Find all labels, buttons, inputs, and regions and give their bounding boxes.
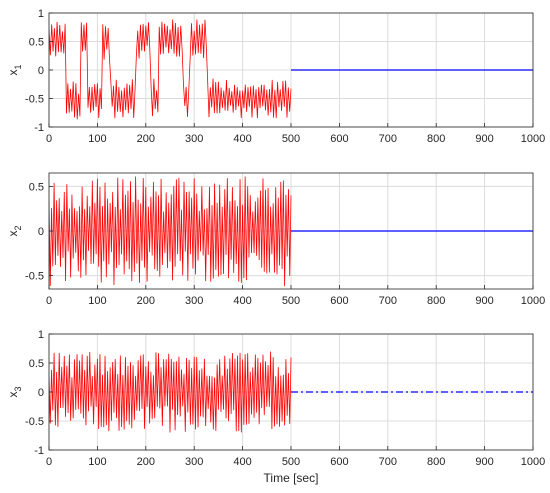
x-tick-label: 400	[233, 295, 251, 307]
y-tick-label: -0.5	[25, 271, 44, 283]
x-axis-label: Time [sec]	[264, 471, 319, 485]
x-tick-label: 700	[379, 456, 397, 468]
y-tick-label: 0.5	[29, 358, 44, 370]
y-tick-label: -1	[34, 445, 44, 457]
y-tick-label: 1	[38, 8, 44, 20]
x-tick-label: 600	[330, 133, 348, 145]
x-tick-label: 1000	[521, 456, 545, 468]
x-tick-label: 200	[137, 295, 155, 307]
subplot-x1: 0 100 200 300 400 500 600 700 800 900 1000 1 0.5 0 -0.…	[6, 8, 545, 145]
y-tick-label: 0	[38, 387, 44, 399]
series-red-x1	[49, 19, 292, 120]
y-tick-label: 0.5	[29, 181, 44, 193]
x-tick-label: 1000	[521, 295, 545, 307]
x-tick-label: 500	[282, 133, 300, 145]
y-tick-label: 0	[38, 65, 44, 77]
y-tick-label: -1	[34, 122, 44, 134]
x-tick-label: 100	[88, 456, 106, 468]
y-tick-label: 0	[38, 226, 44, 238]
y-tick-label: -0.5	[25, 94, 44, 106]
x-tick-label: 600	[330, 295, 348, 307]
y-tick-label: 0.5	[29, 37, 44, 49]
x-tick-label: 800	[427, 133, 445, 145]
x-tick-label: 700	[379, 295, 397, 307]
y-tick-label: -0.5	[25, 416, 44, 428]
x-tick-label: 800	[427, 295, 445, 307]
x-tick-label: 0	[46, 133, 52, 145]
x-tick-label: 0	[46, 295, 52, 307]
y-axis-label: x1	[6, 64, 23, 75]
x-tick-label: 0	[46, 456, 52, 468]
y-tick-label: 1	[38, 329, 44, 341]
series-red-x3	[49, 351, 292, 433]
x-tick-label: 1000	[521, 133, 545, 145]
plot-area	[49, 351, 533, 433]
x-tick-label: 900	[475, 133, 493, 145]
x-tick-label: 400	[233, 133, 251, 145]
x-tick-label: 700	[379, 133, 397, 145]
x-tick-label: 200	[137, 456, 155, 468]
x-tick-label: 400	[233, 456, 251, 468]
series-red-x2	[49, 176, 292, 287]
x-tick-label: 500	[282, 295, 300, 307]
plot-area	[49, 19, 533, 120]
plot-area	[49, 176, 533, 287]
x-tick-label: 600	[330, 456, 348, 468]
x-tick-label: 900	[475, 456, 493, 468]
x-tick-label: 300	[185, 295, 203, 307]
x-tick-label: 200	[137, 133, 155, 145]
x-tick-label: 900	[475, 295, 493, 307]
x-tick-label: 500	[282, 456, 300, 468]
y-axis-label: x2	[6, 225, 23, 236]
x-tick-label: 300	[185, 133, 203, 145]
x-tick-label: 100	[88, 295, 106, 307]
subplot-x3: 0 100 200 300 400 500 600 700 800 900 1000 1 0.5 0 -0.…	[6, 329, 545, 485]
x-tick-label: 300	[185, 456, 203, 468]
x-tick-label: 100	[88, 133, 106, 145]
subplot-x2: 0 100 200 300 400 500 600 700 800 900 10000.50-0.5…	[6, 172, 545, 307]
x-tick-label: 800	[427, 456, 445, 468]
y-axis-label: x3	[6, 386, 23, 397]
